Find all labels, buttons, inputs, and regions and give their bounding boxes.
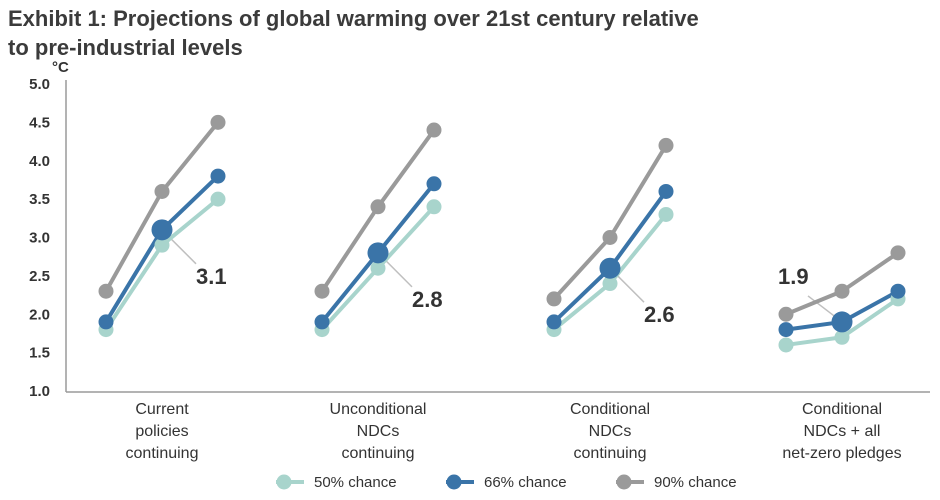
data-point <box>314 283 330 299</box>
legend-swatch-marker <box>616 474 632 490</box>
category-label: continuing <box>126 445 199 462</box>
data-point <box>426 176 442 192</box>
category-label: policies <box>135 423 188 440</box>
category-label: continuing <box>342 445 415 462</box>
data-point <box>599 257 621 279</box>
data-point <box>831 311 853 333</box>
legend-label: 90% chance <box>654 474 737 491</box>
data-point <box>602 276 618 292</box>
category-label: NDCs <box>357 423 400 440</box>
y-tick-label: 2.0 <box>29 306 50 323</box>
y-tick-label: 2.5 <box>29 268 50 285</box>
y-tick-label: 4.0 <box>29 153 50 170</box>
data-point <box>314 314 330 330</box>
data-point <box>98 314 114 330</box>
data-point <box>658 206 674 222</box>
y-tick-label: 3.0 <box>29 230 50 247</box>
y-tick-label: 1.0 <box>29 383 50 400</box>
data-point <box>890 245 906 261</box>
value-annotation: 3.1 <box>196 264 227 289</box>
value-annotation: 1.9 <box>778 264 809 289</box>
data-point <box>98 283 114 299</box>
y-tick-label: 1.5 <box>29 345 50 362</box>
category-label: NDCs + all <box>804 423 881 440</box>
value-annotation: 2.6 <box>644 302 675 327</box>
y-axis-unit-label: °C <box>52 59 69 76</box>
category-label: Unconditional <box>330 401 427 418</box>
data-point <box>426 122 442 138</box>
y-tick-label: 4.5 <box>29 114 50 131</box>
chart-title: Exhibit 1: Projections of global warming… <box>8 6 699 60</box>
category-label: NDCs <box>589 423 632 440</box>
data-point <box>210 114 226 130</box>
data-point <box>367 242 389 264</box>
data-point <box>658 137 674 153</box>
data-point <box>426 199 442 215</box>
data-point <box>778 306 794 322</box>
data-point <box>154 237 170 253</box>
category-label: Conditional <box>802 401 882 418</box>
data-point <box>778 322 794 338</box>
data-point <box>890 283 906 299</box>
data-point <box>546 314 562 330</box>
legend-label: 50% chance <box>314 474 397 491</box>
legend-swatch-marker <box>446 474 462 490</box>
data-point <box>602 230 618 245</box>
data-point <box>546 291 562 307</box>
y-tick-label: 3.5 <box>29 191 50 208</box>
y-tick-label: 5.0 <box>29 76 50 93</box>
category-label: Current <box>135 401 189 418</box>
data-point <box>778 337 794 353</box>
legend-label: 66% chance <box>484 474 567 491</box>
category-label: continuing <box>574 445 647 462</box>
data-point <box>210 191 226 207</box>
data-point <box>370 260 386 276</box>
data-point <box>154 183 170 199</box>
data-point <box>834 283 850 299</box>
value-annotation: 2.8 <box>412 287 443 312</box>
category-label: Conditional <box>570 401 650 418</box>
data-point <box>210 168 226 184</box>
data-point <box>151 219 173 241</box>
category-label: net-zero pledges <box>782 445 901 462</box>
data-point <box>370 199 386 215</box>
data-point <box>834 329 850 345</box>
data-point <box>658 183 674 199</box>
legend-swatch-marker <box>276 474 292 490</box>
